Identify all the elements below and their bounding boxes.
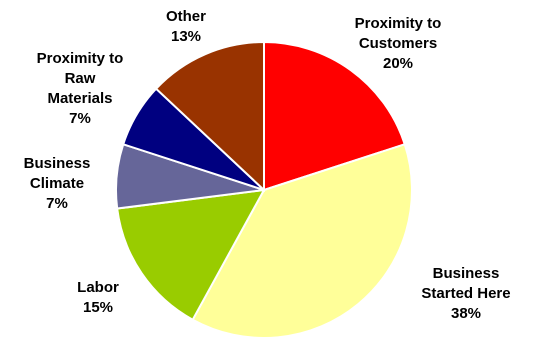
- slice-label-2: Labor 15%: [77, 279, 119, 316]
- slice-label-5-line-0: Other: [166, 8, 206, 25]
- slice-label-5-line-1: 13%: [171, 28, 201, 45]
- slice-label-0-line-0: Proximity to: [355, 15, 442, 32]
- slice-label-3-line-0: Business: [24, 155, 91, 172]
- slice-label-1: Business Started Here 38%: [421, 265, 510, 322]
- slices-layer: [115, 40, 413, 339]
- slice-label-2-line-1: 15%: [83, 299, 113, 316]
- slice-label-3-line-1: Climate: [30, 175, 84, 192]
- slice-label-0-line-1: Customers: [359, 35, 437, 52]
- slice-label-0: Proximity to Customers 20%: [355, 15, 442, 72]
- slice-label-4-line-1: Raw: [65, 70, 96, 87]
- slice-label-1-line-0: Business: [433, 265, 500, 282]
- slice-label-4: Proximity to Raw Materials 7%: [37, 50, 124, 127]
- pie-slice-0: [263, 40, 407, 192]
- slice-label-4-line-2: Materials: [47, 90, 112, 107]
- slice-label-1-line-2: 38%: [451, 305, 481, 322]
- labels-layer: Proximity to Customers 20% Business Started …: [24, 8, 511, 322]
- slice-label-2-line-0: Labor: [77, 279, 119, 296]
- slice-label-5: Other 13%: [166, 8, 206, 45]
- slice-label-0-line-2: 20%: [383, 55, 413, 72]
- pie-slice-1: [191, 143, 413, 339]
- slice-label-3-line-2: 7%: [46, 195, 68, 212]
- slice-label-1-line-1: Started Here: [421, 285, 510, 302]
- slice-label-4-line-3: 7%: [69, 110, 91, 127]
- slice-label-4-line-0: Proximity to: [37, 50, 124, 67]
- slice-label-3: Business Climate 7%: [24, 155, 91, 212]
- pie-slice-2: [116, 188, 266, 322]
- pie-slice-5: [154, 40, 265, 193]
